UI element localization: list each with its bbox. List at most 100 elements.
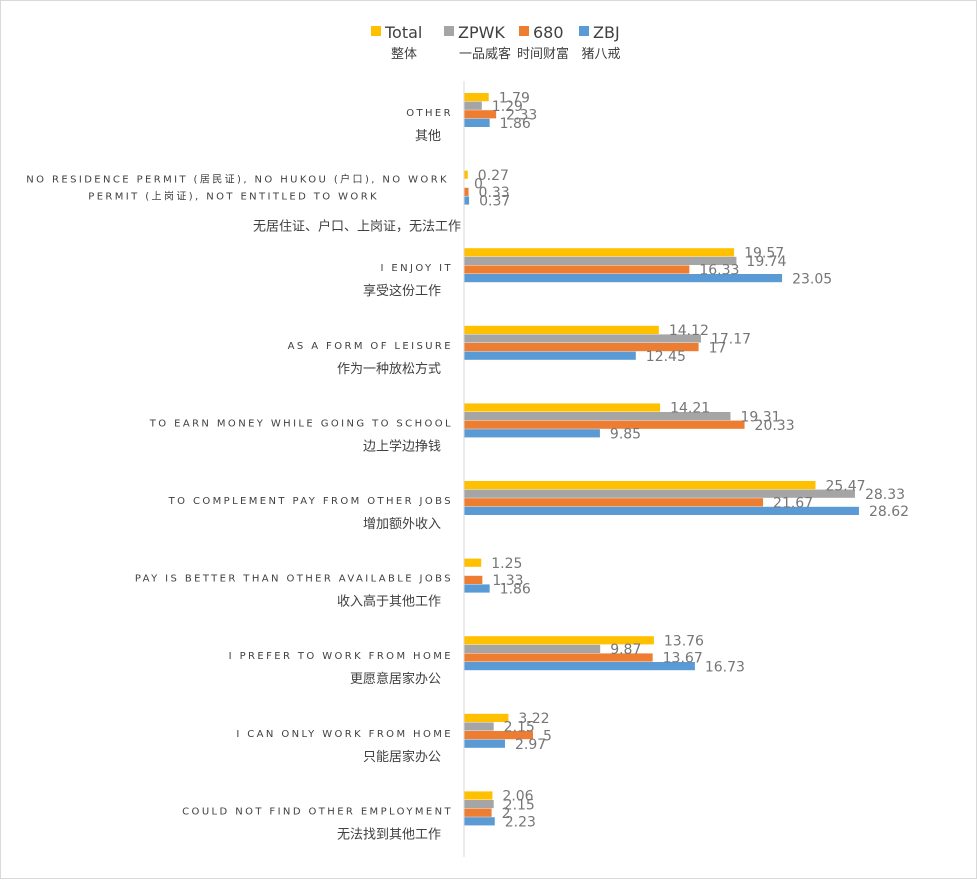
category-label-zh: 无法找到其他工作 xyxy=(337,827,441,842)
bar-zbj xyxy=(464,118,490,127)
legend-swatch xyxy=(519,26,529,36)
bar-total xyxy=(464,325,659,334)
bar-total xyxy=(464,713,509,722)
bar-zpwk xyxy=(464,800,494,809)
value-label-680: 13.67 xyxy=(663,651,703,667)
bar-680 xyxy=(464,575,483,584)
legend-item-total: Total 整体 xyxy=(371,23,422,62)
chart-bars xyxy=(464,93,859,826)
bar-total xyxy=(464,93,489,102)
category-label-en: PAY IS BETTER THAN OTHER AVAILABLE JOBS xyxy=(135,574,453,585)
category-label-zh: 享受这份工作 xyxy=(363,283,441,299)
category-label-zh: 作为一种放松方式 xyxy=(337,361,441,377)
legend-label: Total xyxy=(384,23,422,42)
legend-item-680: 680 时间财富 xyxy=(517,23,569,62)
bar-680 xyxy=(464,498,764,507)
bar-zbj xyxy=(464,506,859,515)
legend-label: ZPWK xyxy=(458,23,505,42)
value-label-total: 19.57 xyxy=(744,246,784,262)
legend-label-zh: 猪八戒 xyxy=(581,47,620,62)
legend-item-zpwk: ZPWK 一品威客 xyxy=(444,23,511,62)
value-label-zbj: 28.62 xyxy=(869,504,909,520)
value-label-total: 1.25 xyxy=(491,556,522,572)
legend-label: ZBJ xyxy=(593,23,620,42)
category-label-en: PERMIT (上岗证), NOT ENTITLED TO WORK xyxy=(88,191,379,203)
value-label-zpwk: 19.31 xyxy=(740,409,780,425)
value-label-680: 5 xyxy=(543,728,552,744)
value-label-total: 0.27 xyxy=(478,168,509,184)
bar-680 xyxy=(464,808,492,817)
legend-label-zh: 整体 xyxy=(391,47,417,62)
category-label-en: TO EARN MONEY WHILE GOING TO SCHOOL xyxy=(149,418,453,429)
legend-swatch xyxy=(444,26,454,36)
bar-total xyxy=(464,636,654,645)
category-label-zh: 边上学边挣钱 xyxy=(363,438,441,454)
bar-zpwk xyxy=(464,644,601,653)
bar-zpwk xyxy=(464,101,482,110)
bar-zbj xyxy=(464,274,783,283)
value-label-680: 20.33 xyxy=(755,418,795,434)
value-label-zpwk: 19.74 xyxy=(746,254,786,270)
bar-zbj xyxy=(464,584,490,593)
category-label-zh: 收入高于其他工作 xyxy=(337,594,441,610)
category-label-zh: 其他 xyxy=(415,129,441,144)
bar-680 xyxy=(464,420,745,429)
value-label-total: 25.47 xyxy=(825,478,865,494)
value-label-680: 2.33 xyxy=(506,108,537,124)
value-label-zbj: 0.37 xyxy=(479,194,510,210)
bar-total xyxy=(464,481,816,490)
bar-total xyxy=(464,558,482,567)
value-label-zbj: 23.05 xyxy=(792,271,832,287)
category-label-en: OTHER xyxy=(406,108,453,119)
value-label-zbj: 1.86 xyxy=(500,582,531,598)
value-label-total: 13.76 xyxy=(664,634,704,650)
bar-zpwk xyxy=(464,412,731,421)
legend-label-zh: 时间财富 xyxy=(517,46,569,62)
bar-total xyxy=(464,403,661,412)
value-label-680: 1.33 xyxy=(492,573,523,589)
category-label-zh: 只能居家办公 xyxy=(363,749,441,765)
bar-total xyxy=(464,791,493,800)
bar-680 xyxy=(464,343,699,352)
bar-zbj xyxy=(464,351,636,360)
legend-label-zh: 一品威客 xyxy=(459,46,511,62)
category-label-en: NO RESIDENCE PERMIT (居民证), NO HUKOU (户口)… xyxy=(26,173,449,186)
value-label-total: 14.21 xyxy=(670,401,710,417)
value-label-zpwk: 2.15 xyxy=(504,720,535,736)
bar-zpwk xyxy=(464,722,494,731)
value-label-zpwk: 2.15 xyxy=(504,797,535,813)
legend-swatch xyxy=(579,26,589,36)
category-label-en: I CAN ONLY WORK FROM HOME xyxy=(236,729,453,740)
bar-zpwk xyxy=(464,489,855,498)
value-label-zpwk: 9.87 xyxy=(610,642,641,658)
legend-item-zbj: ZBJ 猪八戒 xyxy=(579,23,621,62)
category-label-en: I ENJOY IT xyxy=(380,263,453,274)
category-label-en: COULD NOT FIND OTHER EMPLOYMENT xyxy=(182,806,453,817)
bar-zbj xyxy=(464,817,495,826)
bar-zbj xyxy=(464,739,505,748)
bar-680 xyxy=(464,110,497,119)
value-label-zbj: 2.97 xyxy=(515,737,546,753)
value-label-zbj: 16.73 xyxy=(705,659,745,675)
value-label-total: 3.22 xyxy=(518,711,549,727)
category-label-en: AS A FORM OF LEISURE xyxy=(288,341,453,352)
value-label-zpwk: 17.17 xyxy=(711,332,751,348)
value-label-680: 17 xyxy=(709,340,727,356)
bar-total xyxy=(464,170,468,179)
value-label-total: 1.79 xyxy=(499,90,530,106)
bar-zpwk xyxy=(464,256,737,265)
legend-label: 680 xyxy=(533,23,564,42)
category-labels: OTHER 其他 NO RESIDENCE PERMIT (居民证), NO HUK… xyxy=(26,108,461,842)
legend-swatch xyxy=(371,26,381,36)
value-label-total: 2.06 xyxy=(502,789,533,805)
bar-total xyxy=(464,248,735,257)
bar-680 xyxy=(464,731,533,740)
bar-zpwk xyxy=(464,334,701,343)
value-label-zbj: 12.45 xyxy=(646,349,686,365)
category-label-zh: 无居住证、户口、上岗证，无法工作 xyxy=(253,219,461,235)
value-label-zbj: 9.85 xyxy=(610,427,641,443)
value-label-680: 21.67 xyxy=(773,496,813,512)
bar-zbj xyxy=(464,662,695,671)
